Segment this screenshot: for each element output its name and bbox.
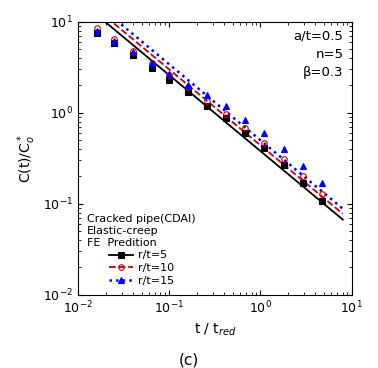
Legend: r/t=5, r/t=10, r/t=15: r/t=5, r/t=10, r/t=15: [84, 211, 199, 289]
Y-axis label: C(t)/C$_o^*$: C(t)/C$_o^*$: [15, 134, 37, 183]
Text: (c): (c): [179, 352, 199, 367]
Text: a/t=0.5
n=5
β=0.3: a/t=0.5 n=5 β=0.3: [294, 30, 344, 79]
X-axis label: t / t$_{red}$: t / t$_{red}$: [194, 322, 236, 338]
